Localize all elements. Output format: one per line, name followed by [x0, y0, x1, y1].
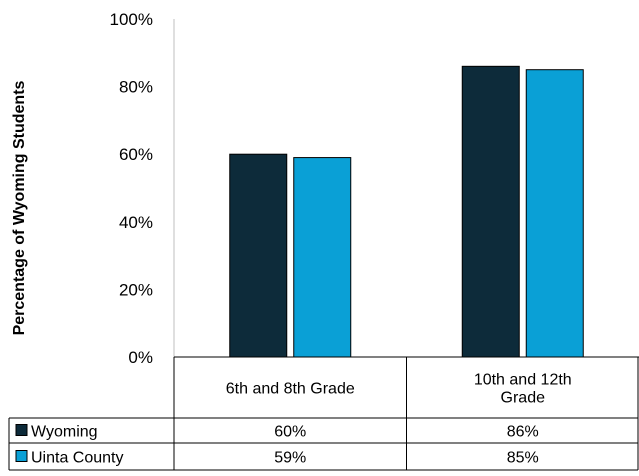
- y-tick-label: 20%: [119, 280, 153, 299]
- bars: [229, 65, 584, 358]
- legend-swatch-wyoming: [15, 424, 28, 436]
- data-label-uinta-county-2: 85%: [507, 450, 539, 467]
- legend-label-wyoming: Wyoming: [31, 424, 98, 441]
- y-axis-label: Percentage of Wyoming Students: [11, 80, 28, 335]
- data-label-wyoming-1: 60%: [274, 424, 306, 441]
- y-tick-label: 100%: [110, 10, 153, 29]
- bar-wyoming-2: [461, 65, 520, 358]
- bar-uinta-county-1: [293, 157, 352, 358]
- legend-label-uinta-county: Uinta County: [31, 450, 124, 467]
- y-tick-label: 0%: [128, 348, 153, 367]
- bar-wyoming-1: [229, 153, 288, 358]
- x-category-label: 10th and 12th: [474, 372, 572, 389]
- y-tick-label: 60%: [119, 145, 153, 164]
- data-label-wyoming-2: 86%: [507, 424, 539, 441]
- y-tick-label: 80%: [119, 78, 153, 97]
- y-axis-ticks: 0% 20% 40% 60% 80% 100%: [110, 10, 153, 367]
- x-category-label: 6th and 8th Grade: [226, 381, 355, 398]
- legend-swatch-uinta-county: [15, 450, 28, 462]
- data-label-uinta-county-1: 59%: [274, 450, 306, 467]
- y-tick-label: 40%: [119, 213, 153, 232]
- bar-uinta-county-2: [525, 69, 584, 358]
- x-category-label: Grade: [501, 390, 546, 407]
